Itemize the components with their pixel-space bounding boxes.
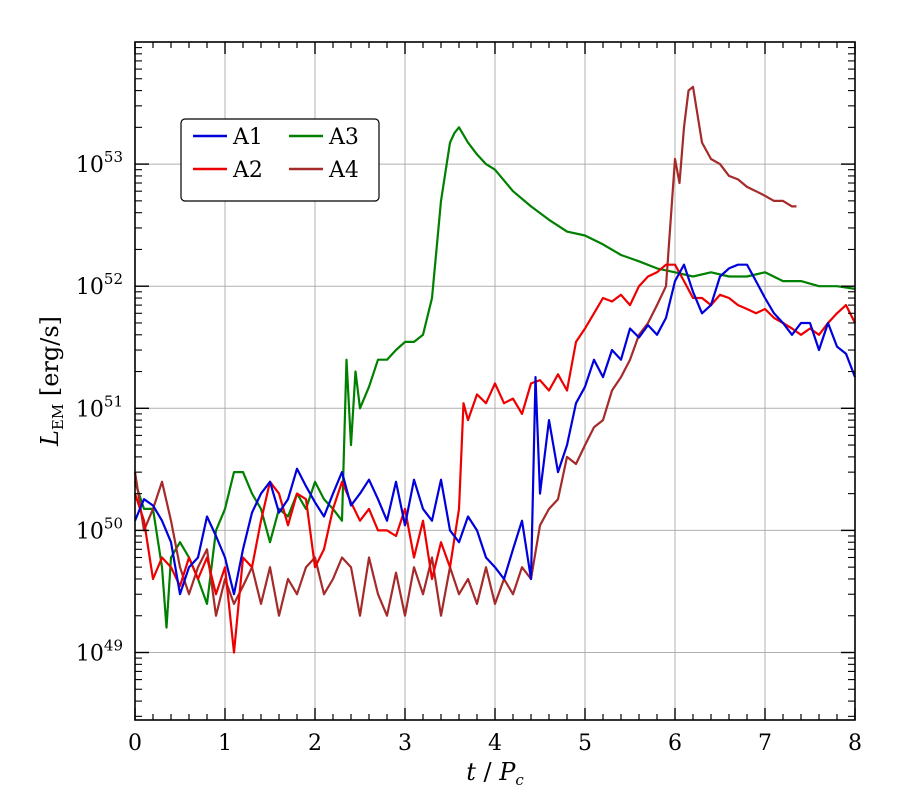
y-tick-base: 10 xyxy=(76,397,104,422)
series-line-a2 xyxy=(133,263,856,654)
y-tick-label: 1052 xyxy=(76,270,123,300)
y-tick-base: 10 xyxy=(76,153,104,178)
y-tick-label: 1053 xyxy=(76,148,123,178)
x-tick-label: 4 xyxy=(488,731,502,756)
axis-ticks xyxy=(134,42,856,720)
y-axis-label: LEM [erg/s] xyxy=(36,316,67,447)
y-tick-exponent: 50 xyxy=(104,514,123,532)
legend-label-a2: A2 xyxy=(232,158,263,183)
grid-lines xyxy=(134,42,856,720)
x-tick-label: 1 xyxy=(218,731,232,756)
x-tick-label: 8 xyxy=(848,731,862,756)
y-tick-exponent: 53 xyxy=(104,148,123,166)
y-tick-base: 10 xyxy=(76,519,104,544)
legend-label-a3: A3 xyxy=(328,125,359,150)
y-tick-label: 1049 xyxy=(76,636,123,666)
legend-box xyxy=(180,118,380,202)
series-line-a1 xyxy=(133,263,857,596)
legend-label-a4: A4 xyxy=(328,158,359,183)
x-tick-label: 7 xyxy=(758,731,772,756)
legend: A1 A3 A2 A4 xyxy=(180,118,380,202)
x-axis-label: t / Pc xyxy=(466,758,524,789)
legend-label-a1: A1 xyxy=(232,125,263,150)
plot-frame xyxy=(134,41,856,721)
y-tick-exponent: 51 xyxy=(104,392,123,410)
y-tick-exponent: 52 xyxy=(104,270,123,288)
series-lines xyxy=(133,85,857,654)
x-tick-label: 3 xyxy=(398,731,412,756)
y-tick-label: 1050 xyxy=(76,514,123,544)
x-tick-label: 0 xyxy=(128,731,142,756)
x-tick-label: 2 xyxy=(308,731,322,756)
x-tick-label: 5 xyxy=(578,731,592,756)
y-tick-label: 1051 xyxy=(76,392,123,422)
series-line-a4 xyxy=(133,85,797,617)
x-tick-label: 6 xyxy=(668,731,682,756)
series-line-a3 xyxy=(133,126,856,629)
y-tick-exponent: 49 xyxy=(104,636,123,654)
y-tick-base: 10 xyxy=(76,641,104,666)
y-tick-base: 10 xyxy=(76,275,104,300)
